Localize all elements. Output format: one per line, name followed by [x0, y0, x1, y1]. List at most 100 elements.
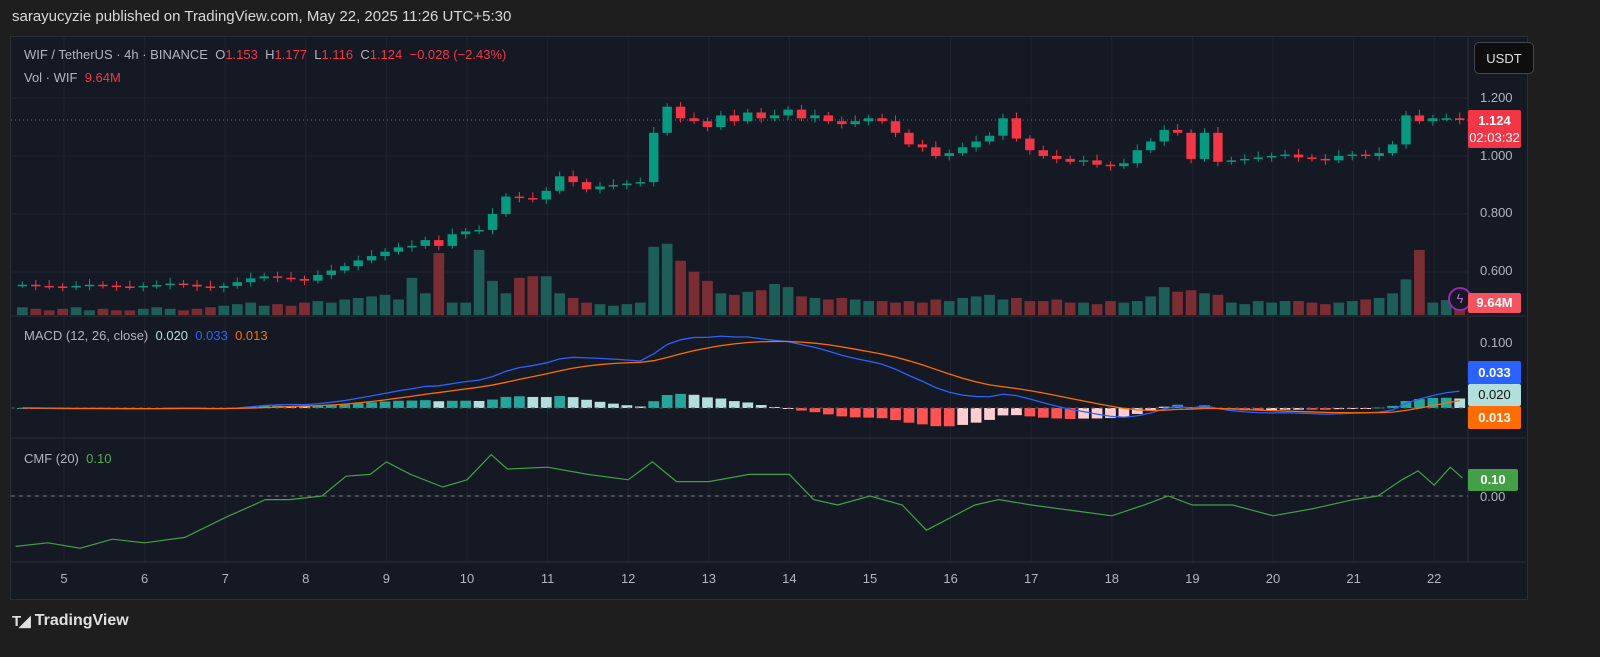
macd-hist-bar: [379, 401, 391, 408]
macd-hist-bar: [903, 408, 915, 423]
low-value: 1.116: [321, 47, 354, 62]
volume-bar: [57, 308, 69, 315]
candle-body: [689, 118, 699, 122]
time-tick: 17: [1023, 571, 1039, 586]
candle-body: [837, 121, 847, 125]
volume-value: 9.64M: [84, 70, 121, 85]
volume-bar: [1320, 304, 1331, 315]
macd-hist-bar: [1051, 408, 1063, 419]
candle-body: [904, 132, 914, 145]
time-tick: 15: [862, 571, 878, 586]
candle-body: [57, 286, 68, 288]
volume-bar: [366, 296, 377, 315]
candle-body: [1132, 150, 1143, 164]
candle-body: [1360, 154, 1371, 157]
volume-bar: [648, 246, 660, 315]
macd-legend: MACD (12, 26, close) 0.020 0.033 0.013: [24, 328, 268, 343]
volume-bar: [1172, 291, 1183, 315]
candle-body: [1065, 158, 1075, 162]
cmf-legend: CMF (20) 0.10: [24, 451, 111, 466]
macd-hist-bar: [957, 408, 969, 425]
candle-body: [1052, 156, 1062, 159]
volume-bar: [1024, 301, 1036, 315]
price-tick: 0.600: [1480, 263, 1513, 278]
candle-body: [1334, 156, 1344, 161]
macd-hist-bar: [890, 408, 901, 421]
candle-body: [420, 240, 431, 246]
candle-body: [877, 118, 887, 122]
volume-bar: [957, 297, 969, 315]
volume-label[interactable]: Vol · WIF: [24, 70, 78, 85]
tradingview-logo[interactable]: T◢ TradingView: [12, 612, 129, 630]
price-tick: 1.000: [1480, 148, 1513, 163]
macd-hist-bar: [809, 408, 821, 413]
volume-bar: [30, 308, 42, 315]
macd-signal-tag: 0.013: [1468, 406, 1521, 429]
candle-body: [769, 115, 780, 119]
chart-frame[interactable]: [10, 36, 1528, 600]
symbol-legend: WIF / TetherUS · 4h · BINANCE O1.153 H1.…: [24, 47, 506, 62]
candle-body: [192, 284, 202, 287]
time-tick: 20: [1265, 571, 1281, 586]
candle-body: [541, 190, 551, 200]
volume-bar: [205, 307, 216, 315]
time-tick: 19: [1185, 571, 1200, 586]
price-tag: 1.124 02:03:32: [1468, 110, 1521, 148]
candle-body: [393, 247, 404, 252]
volume-bar: [554, 293, 566, 315]
candle-body: [98, 284, 108, 287]
macd-hist-bar: [1306, 408, 1318, 410]
cmf-value: 0.10: [86, 451, 112, 466]
volume-legend: Vol · WIF 9.64M: [24, 70, 121, 85]
candle-body: [31, 284, 41, 287]
candle-body: [353, 260, 363, 267]
macd-label[interactable]: MACD (12, 26, close): [24, 328, 149, 343]
candle-body: [1307, 157, 1317, 159]
macd-hist-bar: [648, 401, 660, 408]
candle-body: [971, 141, 981, 148]
macd-hist-bar: [554, 396, 566, 408]
volume-bar: [1212, 294, 1224, 315]
time-tick: 7: [221, 571, 229, 586]
macd-hist-bar: [1266, 408, 1278, 411]
macd-hist-bar: [1037, 408, 1049, 418]
time-tick: 12: [620, 571, 636, 586]
volume-bar: [433, 253, 445, 315]
macd-hist-bar: [769, 406, 780, 408]
macd-hist-bar: [688, 394, 700, 408]
symbol-title[interactable]: WIF / TetherUS · 4h · BINANCE: [24, 47, 208, 62]
macd-hist-bar: [419, 400, 431, 408]
volume-bar: [1011, 297, 1022, 315]
volume-bar: [258, 305, 270, 315]
candle-body: [1455, 118, 1465, 121]
volume-bar: [312, 301, 324, 315]
volume-bar: [1266, 302, 1278, 315]
volume-bar: [1279, 301, 1291, 315]
macd-hist-bar: [728, 401, 740, 408]
time-tick: 6: [140, 571, 149, 586]
candle-body: [313, 274, 323, 281]
candle-body: [460, 231, 471, 235]
currency-button[interactable]: USDT: [1474, 42, 1534, 74]
volume-bar: [460, 302, 472, 315]
macd-hist-bar: [863, 408, 875, 418]
candle-body: [340, 266, 350, 271]
candle-body: [1320, 158, 1331, 161]
candle-body: [675, 106, 686, 119]
cmf-label[interactable]: CMF (20): [24, 451, 79, 466]
macd-hist-bar: [1105, 408, 1116, 419]
volume-bar: [1064, 302, 1076, 315]
volume-bar: [1199, 293, 1210, 315]
macd-hist-bar: [1333, 408, 1345, 410]
macd-hist-bar: [1145, 408, 1157, 411]
candle-body: [783, 109, 793, 116]
volume-bar: [124, 310, 136, 315]
candle-body: [205, 286, 216, 288]
time-tick: 9: [382, 571, 391, 586]
volume-bar: [930, 299, 942, 315]
cmf-tag: 0.10: [1468, 469, 1518, 491]
candle-body: [1374, 153, 1384, 156]
macd-hist-bar: [325, 405, 337, 408]
macd-hist-bar: [487, 399, 498, 408]
